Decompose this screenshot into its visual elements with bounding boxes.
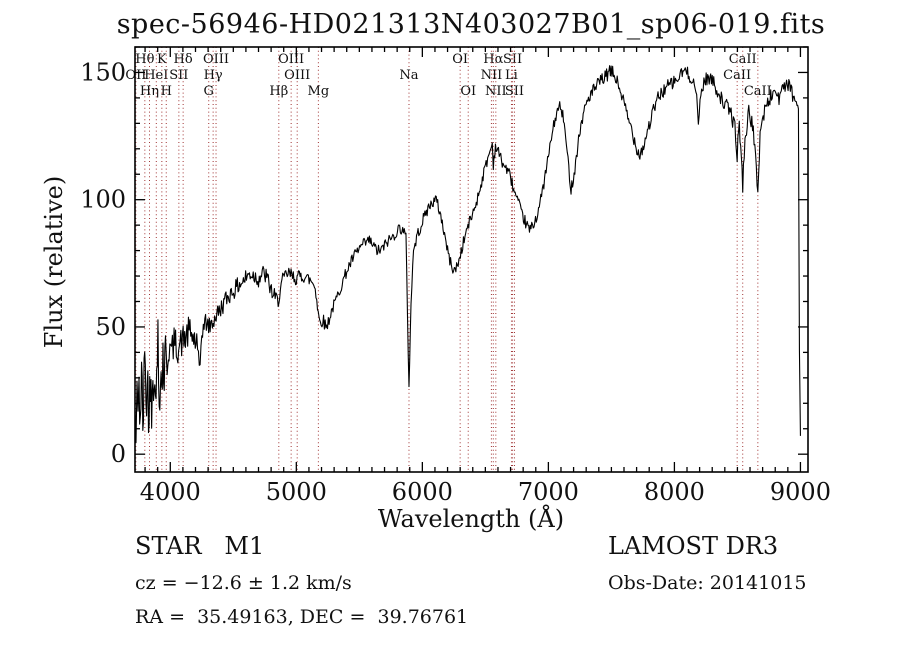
spectral-marker-label: SII [505,84,524,99]
spectral-marker-label: G [204,84,214,99]
spectral-marker-label: Hα [483,52,503,67]
spectral-marker-label: H [161,84,172,99]
survey-label: LAMOST DR3 [608,532,778,560]
spectral-marker-label: OI [452,52,468,67]
spectral-marker-label: Hβ [269,84,288,99]
spectral-marker-label: OIII [278,52,304,67]
spectrum-trace [134,65,801,444]
x-tick-label: 6000 [392,478,453,506]
x-tick-label: 8000 [644,478,705,506]
ra-dec-value: RA = 35.49163, DEC = 39.76761 [135,606,468,628]
spectral-marker-label: NII [485,84,507,99]
spectral-marker-label: CaII [744,84,772,99]
spectral-marker-label: OI [460,84,476,99]
y-tick-label: 150 [80,58,126,86]
spectral-marker-label: OIII [203,52,229,67]
spectral-marker-label: CaII [723,68,751,83]
spectral-marker-label: Hδ [174,52,193,67]
cz-value: cz = −12.6 ± 1.2 km/s [135,572,352,594]
plot-title: spec-56946-HD021313N403027B01_sp06-019.f… [117,9,826,40]
object-class-label: STAR M1 [135,532,264,560]
axes-frame [134,46,809,473]
spectral-marker-label: Hη [140,84,159,99]
spectral-marker-label: Hθ [135,52,154,67]
x-tick-label: 4000 [140,478,201,506]
spectral-marker-label: HeI [144,68,168,83]
spectral-marker-label: SII [169,68,188,83]
x-tick-label: 9000 [770,478,831,506]
x-tick-label: 5000 [266,478,327,506]
y-axis-label: Flux (relative) [40,176,68,348]
spectral-marker-label: CaII [729,52,757,67]
plot-box: 4000 5000 6000 7000 8000 9000 0 50 100 150 [80,46,831,506]
spectral-marker-label: NII [481,68,503,83]
obs-date-label: Obs-Date: 20141015 [608,572,807,594]
y-tick-label: 50 [95,313,126,341]
spectral-marker-label: K [157,52,167,67]
spectral-marker-label: Li [505,68,518,83]
x-tick-label: 7000 [518,478,579,506]
y-tick-label: 100 [80,186,126,214]
spectrum-line [134,65,801,444]
y-tick-label: 0 [111,440,126,468]
spectral-marker-label: Na [399,68,418,83]
spectral-marker-label: SII [503,52,522,67]
spectral-marker-label: Hγ [204,68,223,83]
spectral-marker-label: Mg [308,84,330,99]
spectral-marker-label: OIII [284,68,310,83]
x-axis-label: Wavelength (Å) [378,504,564,533]
spectral-marker-label: OII [125,68,146,83]
